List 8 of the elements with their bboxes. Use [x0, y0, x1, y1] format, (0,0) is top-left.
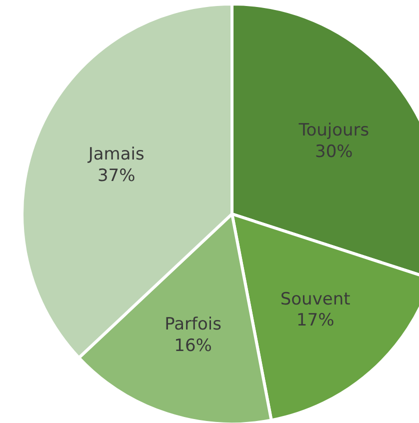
- slice-label: Toujours: [298, 120, 370, 141]
- data-label: 17%: [296, 310, 334, 331]
- slice-label: Jamais: [87, 144, 144, 165]
- slice-label: Parfois: [164, 314, 222, 335]
- data-label: 16%: [174, 336, 212, 356]
- data-label: 30%: [315, 142, 353, 162]
- data-label: 37%: [97, 166, 136, 186]
- slice-label: Souvent: [280, 289, 351, 310]
